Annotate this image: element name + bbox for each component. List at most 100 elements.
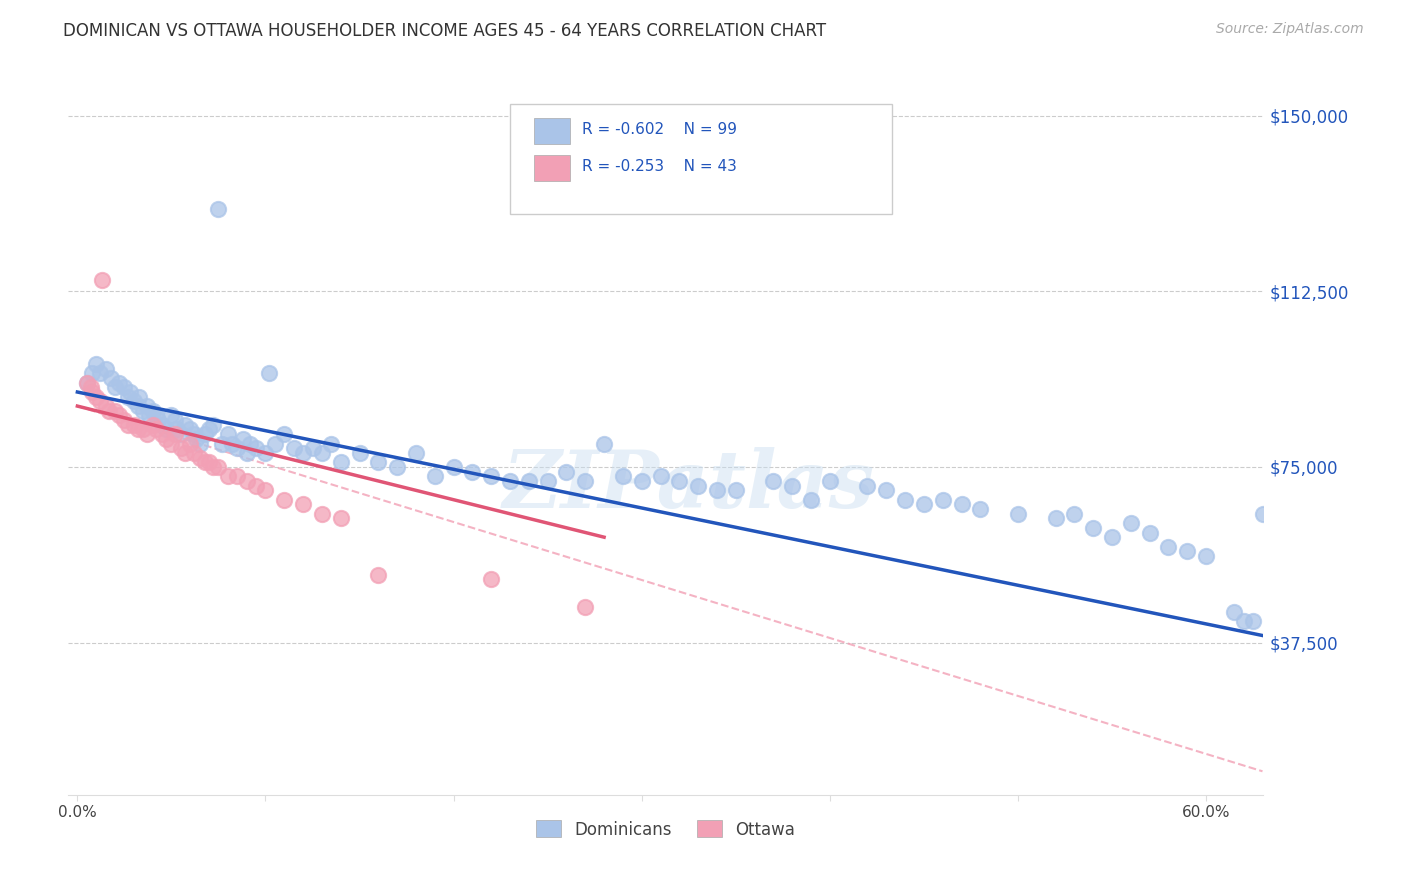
- Point: [612, 469, 634, 483]
- Point: [118, 385, 141, 400]
- Point: [138, 409, 160, 423]
- Point: [650, 469, 672, 483]
- Text: R = -0.602    N = 99: R = -0.602 N = 99: [582, 122, 737, 137]
- Point: [76, 376, 98, 390]
- Point: [201, 417, 224, 432]
- Point: [132, 422, 155, 436]
- Point: [273, 492, 295, 507]
- Point: [217, 469, 239, 483]
- Point: [235, 474, 257, 488]
- Point: [239, 436, 262, 450]
- Point: [128, 390, 150, 404]
- Point: [311, 446, 333, 460]
- Point: [79, 380, 101, 394]
- Point: [259, 367, 281, 381]
- Point: [537, 474, 560, 488]
- Point: [301, 441, 323, 455]
- Point: [132, 403, 155, 417]
- Point: [235, 446, 257, 460]
- Point: [173, 446, 195, 460]
- Point: [84, 390, 107, 404]
- Point: [245, 441, 267, 455]
- Point: [173, 417, 195, 432]
- Point: [98, 403, 121, 417]
- Point: [780, 478, 803, 492]
- Point: [593, 436, 616, 450]
- Point: [107, 409, 129, 423]
- Point: [112, 380, 135, 394]
- Point: [165, 427, 187, 442]
- Point: [479, 469, 502, 483]
- Point: [160, 436, 183, 450]
- Point: [183, 427, 205, 442]
- Point: [668, 474, 690, 488]
- Point: [183, 446, 205, 460]
- Point: [104, 380, 127, 394]
- Point: [165, 413, 187, 427]
- Point: [969, 502, 991, 516]
- Point: [142, 417, 165, 432]
- Point: [254, 483, 277, 498]
- Point: [100, 371, 122, 385]
- Point: [367, 455, 389, 469]
- Point: [82, 385, 104, 400]
- Point: [179, 436, 201, 450]
- Point: [800, 492, 823, 507]
- Point: [931, 492, 953, 507]
- Point: [127, 422, 149, 436]
- Point: [1139, 525, 1161, 540]
- Text: DOMINICAN VS OTTAWA HOUSEHOLDER INCOME AGES 45 - 64 YEARS CORRELATION CHART: DOMINICAN VS OTTAWA HOUSEHOLDER INCOME A…: [63, 22, 827, 40]
- Point: [405, 446, 427, 460]
- Point: [201, 459, 224, 474]
- Point: [329, 455, 352, 469]
- Point: [117, 390, 139, 404]
- Point: [517, 474, 540, 488]
- Point: [122, 394, 145, 409]
- Point: [207, 459, 229, 474]
- Point: [1101, 530, 1123, 544]
- Point: [160, 409, 183, 423]
- Point: [818, 474, 841, 488]
- Point: [148, 413, 170, 427]
- Point: [150, 427, 173, 442]
- Point: [1241, 615, 1264, 629]
- Point: [423, 469, 446, 483]
- Point: [94, 399, 117, 413]
- Point: [950, 497, 973, 511]
- Point: [292, 497, 315, 511]
- Point: [194, 427, 217, 442]
- Point: [555, 465, 578, 479]
- Point: [724, 483, 747, 498]
- Point: [179, 422, 201, 436]
- Point: [184, 432, 207, 446]
- Point: [894, 492, 917, 507]
- Point: [150, 417, 173, 432]
- Point: [170, 441, 193, 455]
- Point: [198, 455, 221, 469]
- Point: [226, 469, 249, 483]
- Point: [329, 511, 352, 525]
- Point: [499, 474, 522, 488]
- Point: [94, 361, 117, 376]
- Point: [688, 478, 710, 492]
- Point: [1045, 511, 1067, 525]
- Point: [136, 427, 159, 442]
- Point: [207, 202, 229, 217]
- Point: [217, 427, 239, 442]
- Text: Source: ZipAtlas.com: Source: ZipAtlas.com: [1216, 22, 1364, 37]
- Point: [84, 357, 107, 371]
- Point: [90, 273, 112, 287]
- Point: [226, 441, 249, 455]
- Point: [104, 403, 127, 417]
- Point: [283, 441, 305, 455]
- Point: [194, 455, 217, 469]
- Point: [479, 572, 502, 586]
- Point: [1233, 615, 1256, 629]
- Point: [89, 367, 111, 381]
- Point: [198, 422, 221, 436]
- Point: [292, 446, 315, 460]
- Point: [367, 567, 389, 582]
- FancyBboxPatch shape: [534, 119, 569, 145]
- Point: [221, 436, 243, 450]
- Point: [89, 394, 111, 409]
